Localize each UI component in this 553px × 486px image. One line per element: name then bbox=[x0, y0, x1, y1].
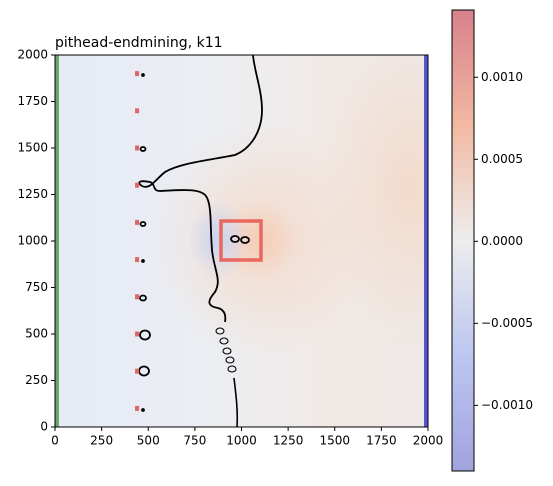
marker bbox=[135, 108, 140, 114]
x-tick-label: 1250 bbox=[273, 434, 304, 448]
marker bbox=[135, 405, 140, 411]
marker bbox=[135, 257, 140, 263]
y-tick-label: 1750 bbox=[17, 94, 48, 108]
markers bbox=[135, 71, 140, 411]
y-tick-label: 500 bbox=[25, 327, 48, 341]
colorbar-tick-label: 0.0005 bbox=[481, 152, 523, 166]
x-tick-label: 1750 bbox=[366, 434, 397, 448]
marker bbox=[135, 219, 140, 225]
x-tick-label: 0 bbox=[51, 434, 59, 448]
colorbar-tick-label: −0.0005 bbox=[481, 316, 533, 330]
y-tick-label: 0 bbox=[40, 420, 48, 434]
y-tick-label: 750 bbox=[25, 280, 48, 294]
boundary-left bbox=[55, 55, 59, 427]
contour bbox=[138, 55, 263, 323]
x-tick-label: 250 bbox=[90, 434, 113, 448]
colorbar-tick-label: 0.0010 bbox=[481, 70, 523, 84]
boundary-right bbox=[424, 55, 428, 427]
marker bbox=[135, 145, 140, 151]
chart-title: pithead-endmining, k11 bbox=[55, 35, 223, 51]
x-tick-label: 1500 bbox=[319, 434, 350, 448]
x-tick-label: 1000 bbox=[226, 434, 257, 448]
x-tick-label: 500 bbox=[137, 434, 160, 448]
y-tick-label: 250 bbox=[25, 373, 48, 387]
contour bbox=[233, 377, 239, 427]
marker bbox=[135, 331, 140, 337]
colorbar-tick-label: 0.0000 bbox=[481, 234, 523, 248]
y-tick-label: 1500 bbox=[17, 141, 48, 155]
x-tick-label: 750 bbox=[183, 434, 206, 448]
marker bbox=[135, 182, 140, 188]
y-tick-label: 1000 bbox=[17, 234, 48, 248]
contour bbox=[215, 327, 237, 373]
source-box bbox=[219, 219, 263, 262]
marker bbox=[135, 368, 140, 374]
y-tick-label: 2000 bbox=[17, 48, 48, 62]
y-tick-label: 1250 bbox=[17, 187, 48, 201]
colorbar-tick-label: −0.0010 bbox=[481, 398, 533, 412]
heatmap bbox=[55, 55, 428, 427]
x-tick-label: 2000 bbox=[413, 434, 444, 448]
marker bbox=[135, 294, 140, 300]
colorbar bbox=[451, 9, 475, 472]
marker bbox=[135, 71, 140, 77]
